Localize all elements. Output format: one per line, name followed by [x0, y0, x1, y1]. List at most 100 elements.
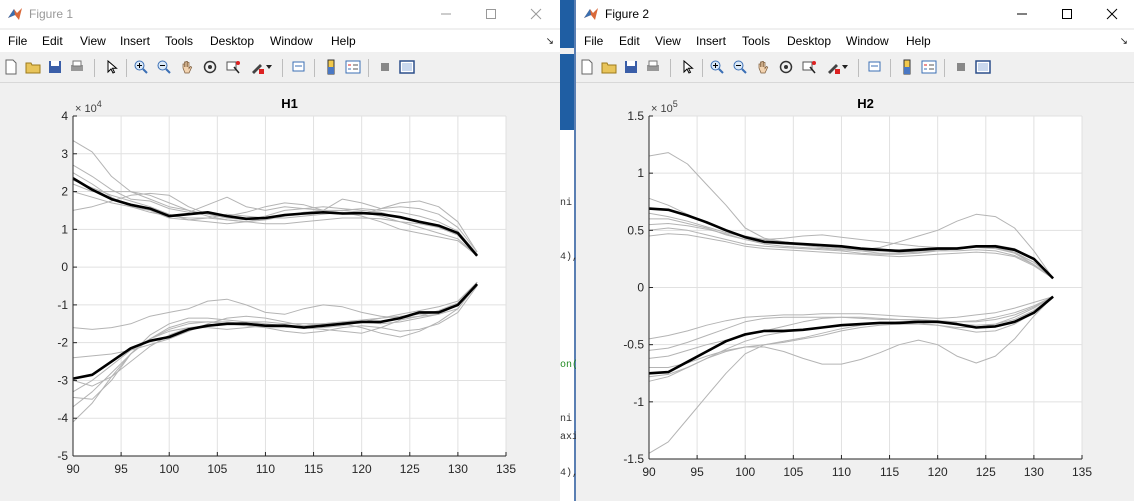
individual-series-line — [648, 296, 1054, 340]
link-plot-icon[interactable] — [866, 58, 884, 76]
figure-2-window: Figure 2 File Edit View Insert Tools Des… — [576, 0, 1134, 501]
rotate-3d-icon[interactable] — [777, 58, 795, 76]
y-tick-label: -1.5 — [623, 452, 644, 466]
show-plot-tools-icon[interactable] — [974, 58, 992, 76]
data-cursor-icon[interactable] — [224, 58, 242, 76]
data-cursor-icon[interactable] — [800, 58, 818, 76]
link-plot-icon[interactable] — [290, 58, 308, 76]
maximize-button[interactable] — [1044, 0, 1089, 28]
individual-series-line — [648, 296, 1054, 382]
individual-series-line — [648, 296, 1054, 454]
matlab-logo-icon — [7, 6, 23, 22]
hide-plot-tools-icon[interactable] — [376, 58, 394, 76]
zoom-in-icon[interactable] — [132, 58, 150, 76]
save-icon[interactable] — [46, 58, 64, 76]
x-tick-label: 130 — [1024, 465, 1044, 479]
brush-icon[interactable] — [248, 58, 266, 76]
toolbar-separator — [126, 59, 127, 77]
menu-edit[interactable]: Edit — [42, 34, 63, 48]
code-fragment: 4), — [560, 252, 576, 263]
code-fragment: ni — [560, 198, 573, 209]
title-bar[interactable]: Figure 2 — [576, 0, 1134, 28]
menu-file[interactable]: File — [8, 34, 28, 48]
zoom-out-icon[interactable] — [155, 58, 173, 76]
save-icon[interactable] — [622, 58, 640, 76]
mean-series-line — [648, 207, 1055, 280]
individual-series-line — [72, 281, 478, 359]
maximize-icon — [1061, 9, 1072, 19]
menu-tools[interactable]: Tools — [742, 34, 771, 48]
pointer-icon[interactable] — [102, 58, 120, 76]
menu-edit[interactable]: Edit — [619, 34, 640, 48]
menu-insert[interactable]: Insert — [696, 34, 727, 48]
legend-icon[interactable] — [920, 58, 938, 76]
toolbar-separator — [944, 59, 945, 77]
y-tick-label: -0.5 — [623, 338, 644, 352]
x-tick-label: 100 — [159, 462, 179, 476]
menu-insert[interactable]: Insert — [120, 34, 151, 48]
maximize-button[interactable] — [468, 0, 513, 28]
print-icon[interactable] — [68, 58, 86, 76]
zoom-out-icon[interactable] — [731, 58, 749, 76]
y-tick-label: -3 — [57, 373, 68, 387]
open-file-icon[interactable] — [600, 58, 618, 76]
hide-plot-tools-icon[interactable] — [952, 58, 970, 76]
menu-help[interactable]: Help — [331, 34, 356, 48]
dock-arrow-icon[interactable]: ↘ — [545, 36, 554, 47]
brush-icon[interactable] — [824, 58, 842, 76]
pan-hand-icon[interactable] — [754, 58, 772, 76]
x-tick-label: 105 — [783, 465, 803, 479]
pointer-icon[interactable] — [678, 58, 696, 76]
x-tick-label: 110 — [256, 462, 275, 476]
dock-arrow-icon[interactable]: ↘ — [1119, 36, 1128, 47]
mean-series-line — [72, 177, 479, 257]
menu-file[interactable]: File — [584, 34, 604, 48]
minimize-button[interactable] — [999, 0, 1044, 28]
y-tick-label: 3 — [61, 147, 68, 161]
minimize-button[interactable] — [423, 0, 468, 28]
h1-axes[interactable]: 90 95 100 105 110 115 120 125 130 135 -5 -4 -3 -2 -1 0 1… — [0, 84, 560, 501]
menu-window[interactable]: Window — [846, 34, 889, 48]
x-tick-label: 105 — [207, 462, 227, 476]
menu-view[interactable]: View — [80, 34, 106, 48]
colorbar-icon[interactable] — [898, 58, 916, 76]
individual-series-line — [648, 296, 1054, 351]
menu-desktop[interactable]: Desktop — [787, 34, 832, 48]
close-button[interactable] — [1089, 0, 1134, 28]
menu-window[interactable]: Window — [270, 34, 313, 48]
x-tick-label: 100 — [735, 465, 755, 479]
x-tick-label: 135 — [1072, 465, 1092, 479]
brush-dropdown-icon[interactable] — [264, 58, 274, 76]
legend-icon[interactable] — [344, 58, 362, 76]
toolbar-separator — [282, 59, 283, 77]
x-tick-label: 115 — [304, 462, 323, 476]
rotate-3d-icon[interactable] — [201, 58, 219, 76]
individual-series-line — [648, 296, 1054, 359]
colorbar-icon[interactable] — [322, 58, 340, 76]
code-fragment: axi — [560, 432, 576, 443]
new-figure-icon[interactable] — [2, 58, 20, 76]
print-icon[interactable] — [644, 58, 662, 76]
title-bar[interactable]: Figure 1 — [0, 0, 560, 28]
h2-axes[interactable]: 90 95 100 105 110 115 120 125 130 135 -1.5 -1 -0.5 0 0… — [576, 84, 1134, 501]
menu-tools[interactable]: Tools — [165, 34, 194, 48]
y-tick-label: 4 — [61, 109, 68, 123]
show-plot-tools-icon[interactable] — [398, 58, 416, 76]
y-tick-label: 2 — [61, 185, 68, 199]
close-button[interactable] — [513, 0, 558, 28]
x-tick-label: 115 — [880, 465, 899, 479]
menu-desktop[interactable]: Desktop — [210, 34, 255, 48]
brush-dropdown-icon[interactable] — [840, 58, 850, 76]
menu-view[interactable]: View — [655, 34, 681, 48]
menu-help[interactable]: Help — [906, 34, 931, 48]
zoom-in-icon[interactable] — [708, 58, 726, 76]
new-figure-icon[interactable] — [578, 58, 596, 76]
y-tick-label: 0 — [61, 260, 68, 274]
x-tick-label: 125 — [400, 462, 420, 476]
y-tick-label: -2 — [57, 336, 68, 350]
pan-hand-icon[interactable] — [178, 58, 196, 76]
code-fragment: on( — [560, 360, 576, 371]
axes-background — [73, 116, 506, 456]
figure-toolbar — [0, 54, 560, 83]
open-file-icon[interactable] — [24, 58, 42, 76]
